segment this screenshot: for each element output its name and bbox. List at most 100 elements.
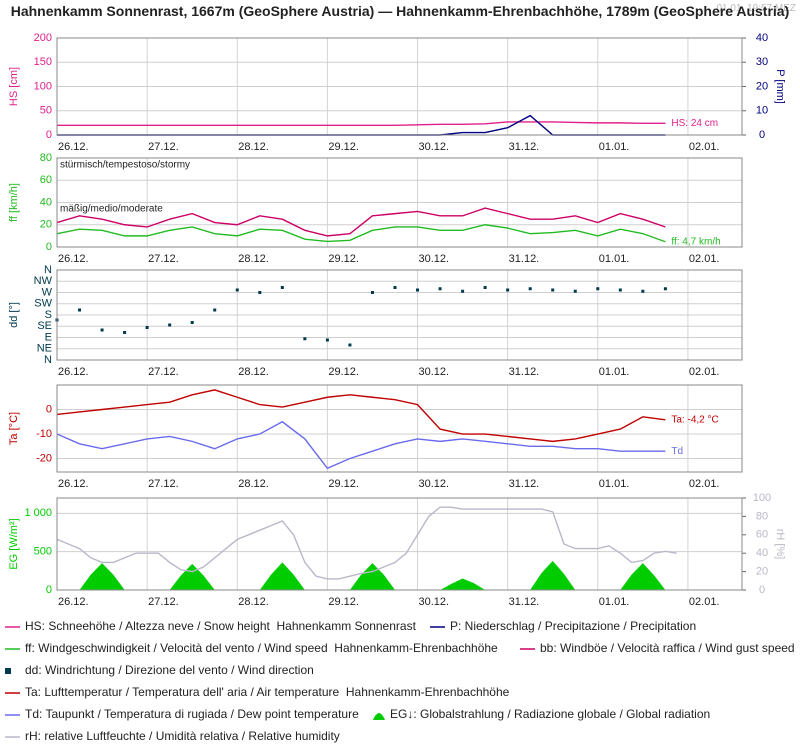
- point: [663, 287, 667, 291]
- x-tick-label: 26.12.: [58, 141, 89, 153]
- y-axis-label: ff [km/h]: [8, 183, 20, 222]
- y2-tick-label: 40: [756, 32, 768, 44]
- point: [370, 291, 374, 294]
- area: [57, 560, 677, 590]
- y-tick-label: 50: [40, 105, 52, 117]
- line: [56, 224, 666, 243]
- end-label: ff: 4,7 km/h: [671, 236, 720, 247]
- x-tick-label: 01.01.: [599, 253, 630, 265]
- x-tick-label: 26.12.: [58, 366, 89, 378]
- y-axis-label: EG [W/m²]: [8, 518, 20, 569]
- point: [145, 326, 149, 329]
- plot-border: [56, 497, 743, 591]
- x-tick-label: 01.01.: [599, 478, 630, 490]
- x-tick-label: 27.12.: [148, 141, 179, 153]
- plot-border: [56, 157, 743, 248]
- y2-tick-label: 10: [756, 105, 768, 117]
- plot-border: [56, 384, 743, 473]
- x-tick-label: 30.12.: [419, 141, 450, 153]
- plot-border: [56, 269, 743, 361]
- point: [641, 289, 645, 293]
- y-axis-label: Ta [°C]: [8, 412, 20, 445]
- x-tick-label: 27.12.: [148, 596, 179, 608]
- x-tick-label: 28.12.: [238, 253, 269, 265]
- x-tick-label: 27.12.: [148, 366, 179, 378]
- x-tick-label: 31.12.: [509, 596, 540, 608]
- x-tick-label: 26.12.: [58, 478, 89, 490]
- x-tick-label: 29.12.: [328, 596, 359, 608]
- line: [56, 420, 666, 470]
- y-tick-label: 60: [40, 174, 52, 186]
- y2-tick-label: 40: [756, 547, 768, 559]
- point: [438, 287, 442, 291]
- point: [461, 289, 465, 293]
- x-tick-label: 01.01.: [599, 141, 630, 153]
- point: [123, 331, 127, 334]
- point: [213, 308, 217, 312]
- x-tick-label: 29.12.: [328, 478, 359, 490]
- end-label: Ta: -4,2 °C: [671, 414, 718, 425]
- x-tick-label: 28.12.: [238, 478, 269, 490]
- point: [325, 338, 329, 342]
- point: [528, 287, 532, 291]
- point: [551, 288, 555, 292]
- y-tick-label: 80: [40, 152, 52, 164]
- legend-marker: [5, 668, 11, 674]
- x-tick-label: 02.01.: [689, 253, 720, 265]
- y-tick-label: -20: [36, 452, 52, 464]
- x-tick-label: 26.12.: [58, 596, 89, 608]
- y-axis-label: dd [°]: [8, 302, 20, 328]
- point: [100, 328, 104, 332]
- point: [168, 323, 172, 327]
- x-tick-label: 02.01.: [689, 596, 720, 608]
- point: [596, 287, 600, 291]
- y2-tick-label: 80: [756, 510, 768, 522]
- y-tick-label: 40: [40, 196, 52, 208]
- y-tick-label: 500: [34, 546, 52, 558]
- x-tick-label: 31.12.: [509, 478, 540, 490]
- x-tick-label: 02.01.: [689, 141, 720, 153]
- y-tick-label: N: [44, 354, 52, 366]
- y-tick-label: E: [45, 331, 52, 343]
- y-tick-label: 0: [46, 403, 52, 415]
- y-tick-label: -10: [36, 428, 52, 440]
- x-tick-label: 30.12.: [419, 253, 450, 265]
- chart-title: Hahnenkamm Sonnenrast, 1667m (GeoSphere …: [10, 3, 790, 19]
- end-label: HS: 24 cm: [671, 118, 718, 129]
- legend-label: Ta: Lufttemperatur / Temperatura dell' a…: [25, 685, 510, 699]
- y-tick-label: 0: [46, 241, 52, 253]
- point: [258, 291, 262, 294]
- point: [303, 337, 307, 341]
- y-tick-label: NW: [34, 275, 53, 287]
- y-tick-label: 150: [34, 56, 52, 68]
- line: [56, 207, 666, 237]
- line: [56, 506, 677, 580]
- y2-tick-label: 100: [753, 492, 771, 504]
- x-tick-label: 29.12.: [328, 253, 359, 265]
- y-axis-label: HS [cm]: [8, 67, 20, 106]
- point: [618, 288, 622, 292]
- point: [190, 321, 194, 324]
- x-tick-label: 28.12.: [238, 596, 269, 608]
- end-label: Td: [671, 446, 683, 457]
- point: [416, 288, 420, 292]
- line: [56, 389, 666, 443]
- point: [280, 286, 284, 289]
- x-tick-label: 27.12.: [148, 478, 179, 490]
- x-tick-label: 02.01.: [689, 366, 720, 378]
- x-tick-label: 28.12.: [238, 141, 269, 153]
- annotation: stürmisch/tempestoso/stormy: [60, 160, 190, 171]
- x-tick-label: 30.12.: [419, 478, 450, 490]
- plot-border: [56, 37, 743, 136]
- plot-area: [57, 385, 742, 472]
- y-tick-label: SW: [34, 298, 52, 310]
- point: [573, 289, 577, 293]
- y2-tick-label: 0: [759, 584, 765, 596]
- legend-label: Td: Taupunkt / Temperatura di rugiada / …: [25, 707, 359, 721]
- legend-label: P: Niederschlag / Precipitazione / Preci…: [450, 619, 696, 633]
- y-tick-label: 20: [40, 219, 52, 231]
- x-tick-label: 30.12.: [419, 366, 450, 378]
- annotation: mäßig/medio/moderate: [60, 204, 163, 215]
